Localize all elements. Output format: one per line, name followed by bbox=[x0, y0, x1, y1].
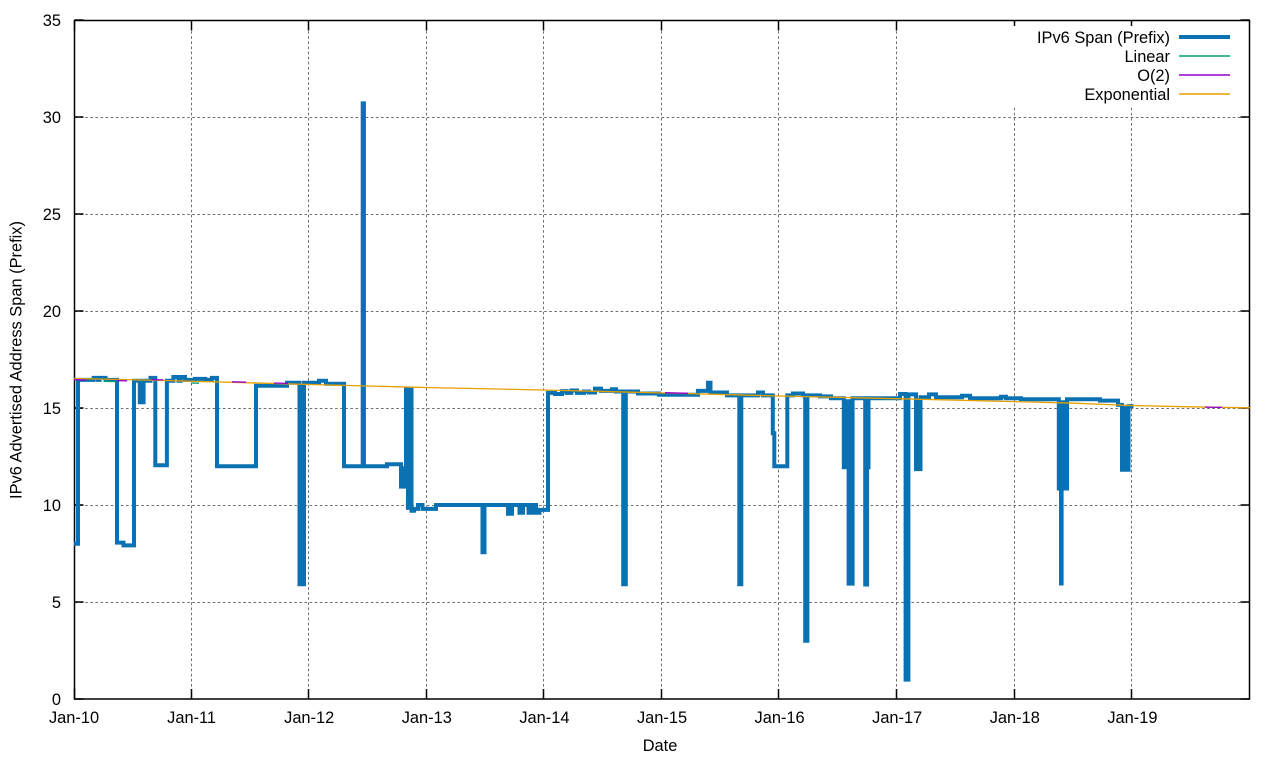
svg-text:Exponential: Exponential bbox=[1084, 86, 1170, 104]
svg-text:15: 15 bbox=[43, 400, 61, 418]
svg-text:Jan-11: Jan-11 bbox=[167, 709, 216, 727]
svg-text:Jan-18: Jan-18 bbox=[990, 709, 1040, 727]
svg-text:5: 5 bbox=[52, 594, 61, 612]
svg-text:Jan-17: Jan-17 bbox=[872, 709, 922, 727]
svg-text:10: 10 bbox=[43, 497, 61, 515]
svg-text:Jan-12: Jan-12 bbox=[284, 709, 334, 727]
svg-text:Jan-14: Jan-14 bbox=[519, 709, 569, 727]
svg-text:Linear: Linear bbox=[1124, 48, 1170, 66]
svg-text:Jan-19: Jan-19 bbox=[1107, 709, 1157, 727]
svg-text:35: 35 bbox=[43, 12, 61, 30]
svg-text:IPv6 Span (Prefix): IPv6 Span (Prefix) bbox=[1037, 29, 1170, 47]
svg-text:30: 30 bbox=[43, 109, 61, 127]
svg-text:Jan-10: Jan-10 bbox=[49, 709, 99, 727]
svg-text:Jan-13: Jan-13 bbox=[402, 709, 452, 727]
svg-text:Jan-16: Jan-16 bbox=[755, 709, 805, 727]
svg-text:0: 0 bbox=[52, 691, 61, 709]
svg-text:Date: Date bbox=[643, 737, 678, 755]
svg-text:20: 20 bbox=[43, 303, 61, 321]
svg-text:O(2): O(2) bbox=[1137, 67, 1170, 85]
svg-text:IPv6 Advertised Address Span (: IPv6 Advertised Address Span (Prefix) bbox=[8, 221, 26, 499]
svg-text:Jan-15: Jan-15 bbox=[637, 709, 687, 727]
svg-text:25: 25 bbox=[43, 206, 61, 224]
